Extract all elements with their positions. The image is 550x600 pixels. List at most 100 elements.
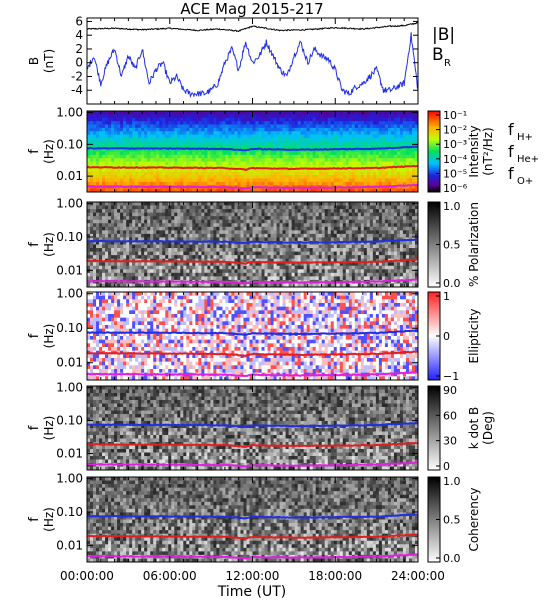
spectrogram-cell: [162, 124, 166, 129]
spectrogram-cell: [258, 226, 262, 231]
spectrogram-cell: [225, 144, 229, 149]
spectrogram-cell: [405, 233, 410, 238]
spectrogram-cell: [150, 251, 154, 256]
spectrogram-cell: [159, 124, 163, 129]
spectrogram-cell: [150, 269, 154, 274]
spectrogram-cell: [144, 262, 148, 267]
spectrogram-cell: [150, 161, 154, 166]
spectrogram-cell: [270, 269, 274, 274]
legend-gyrofrequency-O-plus: f: [508, 164, 514, 183]
spectrogram-cell: [102, 131, 106, 136]
spectrogram-cell: [384, 223, 389, 228]
spectrogram-cell: [144, 223, 148, 228]
spectrogram-cell: [120, 117, 124, 122]
spectrogram-cell: [342, 269, 347, 274]
spectrogram-cell: [345, 151, 350, 156]
spectrogram-cell: [303, 131, 308, 136]
spectrogram-cell: [117, 111, 121, 115]
spectrogram-cell: [189, 188, 193, 193]
spectrogram-cell: [156, 223, 160, 228]
spectrogram-cell: [258, 233, 262, 238]
spectrogram-cell: [318, 175, 323, 179]
spectrogram-cell: [141, 131, 145, 136]
spectrogram-cell: [228, 144, 232, 149]
spectrogram-cell: [408, 124, 413, 129]
spectrogram-cell: [231, 181, 235, 186]
spectrogram-cell: [93, 181, 97, 186]
spectrogram-cell: [411, 209, 416, 214]
spectrogram-cell: [381, 178, 386, 183]
spectrogram-cell: [180, 205, 184, 210]
spectrogram-cell: [327, 114, 332, 119]
spectrogram-cell: [318, 131, 323, 136]
spectrogram-cell: [150, 237, 154, 242]
spectrogram-cell: [321, 219, 326, 224]
spectrogram-cell: [351, 124, 356, 129]
spectrogram-cell: [279, 269, 283, 274]
spectrogram-cell: [252, 168, 256, 173]
spectrogram-cell: [375, 161, 380, 166]
spectrogram-cell: [369, 168, 374, 173]
spectrogram-cell: [414, 131, 419, 136]
spectrogram-cell: [120, 269, 124, 274]
spectrogram-cell: [135, 154, 139, 159]
spectrogram-cell: [378, 212, 383, 217]
spectrogram-cell: [144, 158, 148, 163]
spectrogram-cell: [246, 209, 250, 214]
spectrogram-cell: [375, 148, 380, 152]
spectrogram-cell: [381, 248, 386, 252]
spectrogram-cell: [231, 175, 235, 179]
spectrogram-cell: [240, 134, 244, 139]
spectrogram-cell: [168, 131, 172, 136]
spectrogram-cell: [384, 209, 389, 214]
spectrogram-cell: [204, 175, 208, 179]
spectrogram-cell: [123, 111, 127, 115]
spectrogram-cell: [141, 175, 145, 179]
spectrogram-cell: [318, 219, 323, 224]
spectrogram-cell: [330, 178, 335, 183]
spectrogram-cell: [360, 114, 365, 119]
spectrogram-cell: [108, 209, 112, 214]
spectrogram-cell: [255, 258, 259, 263]
spectrogram-cell: [348, 114, 353, 119]
spectrogram-cell: [375, 251, 380, 256]
spectrogram-cell: [312, 265, 317, 270]
spectrogram-cell: [156, 178, 160, 183]
spectrogram-cell: [375, 134, 380, 139]
spectrogram-cell: [138, 131, 142, 136]
spectrogram-cell: [387, 127, 392, 132]
spectrogram-cell: [336, 262, 341, 267]
spectrogram-cell: [282, 223, 286, 228]
spectrogram-cell: [144, 124, 148, 129]
spectrogram-cell: [381, 151, 386, 156]
spectrogram-cell: [120, 178, 124, 183]
spectrogram-cell: [387, 154, 392, 159]
spectrogram-cell: [219, 244, 223, 249]
spectrogram-cell: [345, 226, 350, 231]
spectrogram-cell: [222, 141, 226, 146]
spectrogram-cell: [279, 233, 283, 238]
spectrogram-cell: [390, 151, 395, 156]
spectrogram-cell: [345, 121, 350, 125]
spectrogram-cell: [252, 141, 256, 146]
spectrogram-cell: [354, 205, 359, 210]
spectrogram-cell: [105, 230, 109, 235]
spectrogram-cell: [171, 262, 175, 267]
spectrogram-cell: [306, 134, 311, 139]
spectrogram-cell: [120, 131, 124, 136]
spectrogram-cell: [309, 258, 314, 263]
spectrogram-cell: [360, 265, 365, 270]
spectrogram-cell: [315, 171, 320, 176]
spectrogram-cell: [99, 144, 103, 149]
spectrogram-cell: [333, 244, 338, 249]
spectrogram-cell: [117, 175, 121, 179]
spectrogram-cell: [87, 212, 91, 217]
spectrogram-cell: [228, 114, 232, 119]
spectrogram-cell: [204, 124, 208, 129]
spectrogram-cell: [282, 209, 286, 214]
spectrogram-cell: [123, 161, 127, 166]
spectrogram-cell: [330, 258, 335, 263]
spectrogram-cell: [360, 269, 365, 274]
spectrogram-cell: [297, 251, 302, 256]
spectrogram-cell: [372, 175, 377, 179]
